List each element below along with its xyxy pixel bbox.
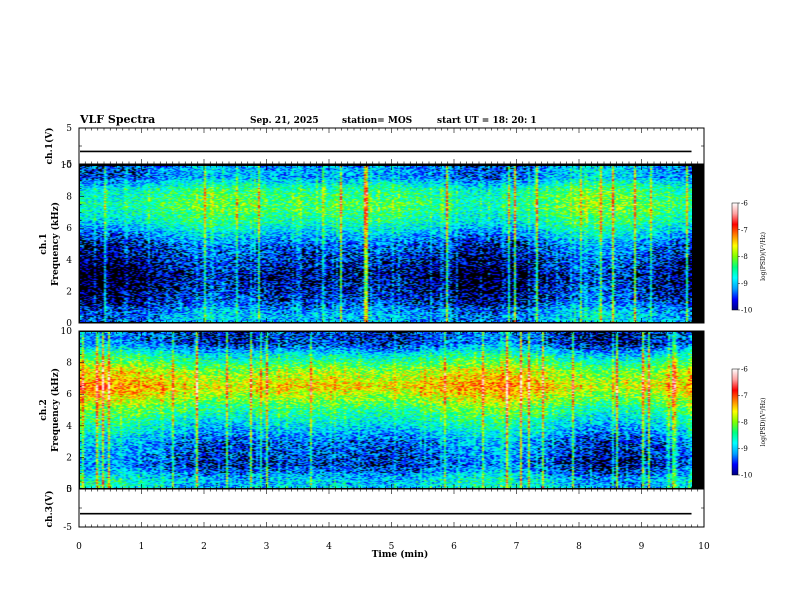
y-tick-label: 8 <box>66 359 72 369</box>
ch3-waveform-ylabel: ch.3(V) <box>44 491 55 528</box>
colorbar-label: log(PSD)(V²/Hz) <box>760 232 767 281</box>
x-tick-label: 7 <box>514 542 520 552</box>
ch1-spectrogram-image <box>80 166 692 322</box>
x-axis-label: Time (min) <box>372 549 429 560</box>
y-tick-label: 2 <box>66 287 72 297</box>
colorbars: -6 -7 -8 -9 -10 log(PSD)(V²/Hz) -6 -7 -8 -9 -10 log… <box>731 200 767 480</box>
x-tick-label: 3 <box>264 542 270 552</box>
ch1-waveform-ylabel: ch.1(V) <box>44 128 55 165</box>
ch2-spectrogram-ylabel: ch.2 Frequency (kHz) <box>39 368 61 452</box>
x-tick-label: 10 <box>698 542 710 552</box>
colorbar-label: log(PSD)(V²/Hz) <box>760 398 767 447</box>
colorbar-tick-label: -9 <box>741 445 748 453</box>
colorbar-tick-label: -7 <box>741 226 748 234</box>
x-tick-label: 2 <box>201 542 207 552</box>
y-tick-label: 5 <box>66 485 72 495</box>
y-tick-label: 0 <box>66 485 72 495</box>
x-tick-label: 6 <box>451 542 457 552</box>
x-tick-label: 9 <box>639 542 645 552</box>
ch3-waveform-frame <box>78 488 705 528</box>
y-tick-label: 2 <box>66 453 72 463</box>
x-tick-label: 5 <box>389 542 395 552</box>
x-tick-label: 1 <box>139 542 145 552</box>
y-tick-label: 5 <box>66 124 72 134</box>
ch1-ylabel-line1: ch.1 <box>39 233 49 254</box>
ch2-spectrogram-image <box>80 332 692 488</box>
ch2-ylabel-line2: Frequency (kHz) <box>50 368 61 452</box>
y-tick-label: -5 <box>63 160 72 170</box>
colorbar <box>731 368 739 476</box>
y-tick-label: 10 <box>61 327 73 337</box>
ch2-ylabel-line1: ch.2 <box>39 399 49 420</box>
colorbar-tick-label: -7 <box>741 392 748 400</box>
figure-title: VLF Spectra <box>79 113 155 126</box>
y-tick-label: 4 <box>66 422 72 432</box>
colorbar-tick-label: -6 <box>741 366 748 374</box>
y-tick-label: 10 <box>61 161 73 171</box>
colorbar-tick-label: -9 <box>741 280 748 288</box>
colorbar-tick-label: -10 <box>741 472 752 480</box>
colorbar-tick-label: -8 <box>741 419 748 427</box>
y-tick-label: 6 <box>66 224 72 234</box>
y-tick-label: -5 <box>63 523 72 533</box>
colorbar-tick-label: -6 <box>741 200 748 208</box>
y-tick-label: 4 <box>66 256 72 266</box>
ch1-waveform-frame <box>78 127 705 165</box>
colorbar-tick-label: -8 <box>741 253 748 261</box>
x-tick-label: 8 <box>576 542 582 552</box>
header-date: Sep. 21, 2025 <box>250 116 319 126</box>
header-station: station= MOS <box>342 116 412 126</box>
colorbar <box>731 202 739 311</box>
colorbar-tick-label: -10 <box>741 307 752 315</box>
ch1-ylabel-line2: Frequency (kHz) <box>50 202 61 286</box>
y-tick-label: 6 <box>66 390 72 400</box>
ch1-spectrogram-ylabel: ch.1 Frequency (kHz) <box>39 202 61 286</box>
y-tick-label: 0 <box>66 319 72 329</box>
x-tick-label: 0 <box>76 542 82 552</box>
x-tick-label: 4 <box>326 542 332 552</box>
header-start-time: start UT = 18: 20: 1 <box>437 116 537 126</box>
y-tick-label: 8 <box>66 193 72 203</box>
